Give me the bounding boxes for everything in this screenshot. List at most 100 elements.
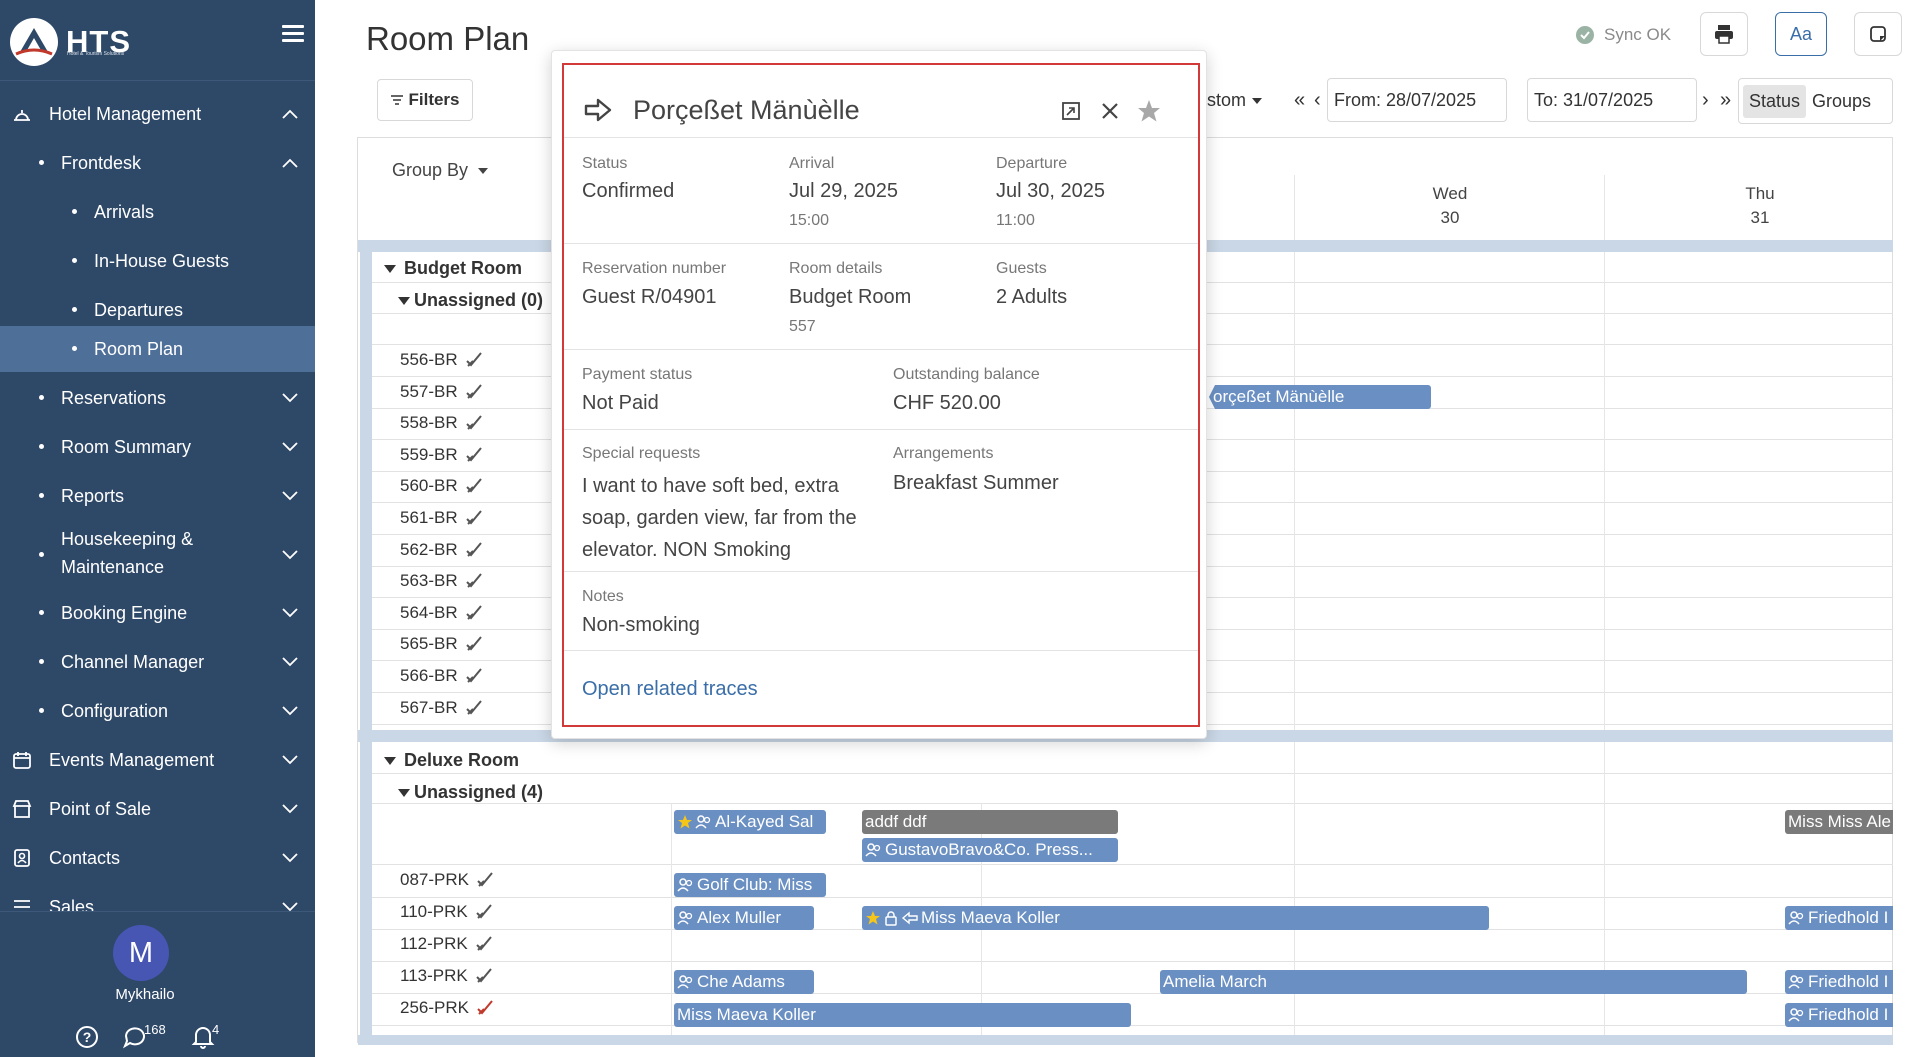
- nav-point-of-sale[interactable]: Point of Sale: [0, 786, 315, 832]
- room-label[interactable]: 560-BR: [400, 471, 484, 501]
- housekeeping-status-icon[interactable]: [464, 571, 484, 591]
- room-label[interactable]: 558-BR: [400, 408, 484, 438]
- category-deluxe-room[interactable]: Deluxe Room: [384, 750, 519, 771]
- housekeeping-status-icon[interactable]: [474, 966, 494, 986]
- status-toggle[interactable]: Status: [1743, 84, 1807, 118]
- open-related-traces-link[interactable]: Open related traces: [582, 678, 758, 700]
- chevron-down-icon[interactable]: [282, 608, 298, 618]
- nav-contacts[interactable]: Contacts: [0, 835, 315, 881]
- room-label[interactable]: 559-BR: [400, 440, 484, 470]
- chevron-up-icon[interactable]: [282, 109, 298, 119]
- category-budget-room[interactable]: Budget Room: [384, 258, 522, 279]
- close-icon[interactable]: [1100, 101, 1120, 121]
- housekeeping-status-icon[interactable]: [475, 870, 495, 890]
- nav-events-management[interactable]: Events Management: [0, 737, 315, 783]
- nav-frontdesk[interactable]: Frontdesk: [0, 140, 315, 186]
- housekeeping-status-icon[interactable]: [464, 508, 484, 528]
- room-label[interactable]: 566-BR: [400, 661, 484, 691]
- room-label[interactable]: 112-PRK: [400, 929, 494, 959]
- housekeeping-status-icon[interactable]: [475, 998, 495, 1018]
- nav-configuration[interactable]: Configuration: [0, 688, 315, 734]
- nav-room-plan[interactable]: Room Plan: [0, 326, 315, 372]
- housekeeping-status-icon[interactable]: [474, 934, 494, 954]
- housekeeping-status-icon[interactable]: [464, 413, 484, 433]
- group-by-select[interactable]: Group By: [392, 160, 489, 181]
- room-label[interactable]: 567-BR: [400, 693, 484, 723]
- nav-arrivals[interactable]: Arrivals: [0, 189, 315, 235]
- to-date-field[interactable]: To: 31/07/2025: [1527, 78, 1697, 122]
- booking-bar[interactable]: Miss Maeva Koller: [862, 906, 1489, 930]
- housekeeping-status-icon[interactable]: [474, 902, 494, 922]
- nav-room-summary[interactable]: Room Summary: [0, 424, 315, 470]
- chevron-down-icon[interactable]: [282, 550, 298, 560]
- booking-bar[interactable]: orçeßet Mänùèlle: [1209, 385, 1431, 409]
- prev-button[interactable]: ‹: [1314, 89, 1321, 111]
- nav-reservations[interactable]: Reservations: [0, 375, 315, 421]
- housekeeping-status-icon[interactable]: [464, 698, 484, 718]
- bell-icon[interactable]: [190, 1024, 216, 1050]
- from-date-field[interactable]: From: 28/07/2025: [1327, 78, 1507, 122]
- next-button[interactable]: ›: [1702, 89, 1709, 111]
- star-icon[interactable]: [1136, 98, 1162, 124]
- housekeeping-status-icon[interactable]: [464, 603, 484, 623]
- first-button[interactable]: «: [1294, 89, 1306, 111]
- housekeeping-status-icon[interactable]: [464, 445, 484, 465]
- chevron-down-icon[interactable]: [282, 902, 298, 911]
- chevron-down-icon[interactable]: [282, 442, 298, 452]
- chevron-up-icon[interactable]: [282, 158, 298, 168]
- print-button[interactable]: [1700, 12, 1748, 56]
- unassigned-deluxe[interactable]: Unassigned (4): [398, 782, 543, 803]
- last-button[interactable]: »: [1720, 89, 1732, 111]
- menu-toggle-icon[interactable]: [282, 25, 304, 43]
- view-select[interactable]: stom: [1207, 90, 1263, 111]
- booking-bar[interactable]: Alex Muller: [674, 906, 814, 930]
- nav-sales[interactable]: Sales: [0, 884, 315, 911]
- chevron-down-icon[interactable]: [282, 657, 298, 667]
- room-label[interactable]: 110-PRK: [400, 897, 494, 927]
- room-label[interactable]: 562-BR: [400, 535, 484, 565]
- sidebar-panel-button[interactable]: [1854, 12, 1902, 56]
- nav-booking-engine[interactable]: Booking Engine: [0, 590, 315, 636]
- booking-bar[interactable]: Miss Miss Ale: [1785, 810, 1893, 834]
- housekeeping-status-icon[interactable]: [464, 350, 484, 370]
- nav-reports[interactable]: Reports: [0, 473, 315, 519]
- housekeeping-status-icon[interactable]: [464, 540, 484, 560]
- booking-bar[interactable]: Friedhold I: [1785, 1003, 1893, 1027]
- nav-in-house-guests[interactable]: In-House Guests: [0, 238, 315, 284]
- booking-bar[interactable]: GustavoBravo&Co. Press...: [862, 838, 1118, 862]
- room-label[interactable]: 556-BR: [400, 345, 484, 375]
- chevron-down-icon[interactable]: [282, 491, 298, 501]
- nav-channel-manager[interactable]: Channel Manager: [0, 639, 315, 685]
- room-label[interactable]: 557-BR: [400, 377, 484, 407]
- room-label[interactable]: 564-BR: [400, 598, 484, 628]
- booking-bar[interactable]: Miss Maeva Koller: [674, 1003, 1131, 1027]
- nav-housekeeping-maintenance[interactable]: Housekeeping & Maintenance: [0, 522, 315, 586]
- room-label[interactable]: 113-PRK: [400, 961, 494, 991]
- room-label[interactable]: 565-BR: [400, 629, 484, 659]
- chat-icon[interactable]: [122, 1024, 148, 1050]
- nav-hotel-management[interactable]: Hotel Management: [0, 91, 315, 137]
- avatar[interactable]: M: [113, 925, 169, 981]
- chevron-down-icon[interactable]: [282, 755, 298, 765]
- booking-bar[interactable]: addf ddf: [862, 810, 1118, 834]
- booking-bar[interactable]: Che Adams: [674, 970, 814, 994]
- booking-bar[interactable]: Friedhold I: [1785, 970, 1893, 994]
- booking-bar[interactable]: Golf Club: Miss: [674, 873, 826, 897]
- room-label[interactable]: 256-PRK: [400, 993, 495, 1023]
- font-size-button[interactable]: Aa: [1775, 12, 1827, 56]
- housekeeping-status-icon[interactable]: [464, 634, 484, 654]
- room-label[interactable]: 087-PRK: [400, 865, 495, 895]
- chevron-down-icon[interactable]: [282, 853, 298, 863]
- chevron-down-icon[interactable]: [282, 706, 298, 716]
- nav-departures[interactable]: Departures: [0, 287, 315, 333]
- housekeeping-status-icon[interactable]: [464, 666, 484, 686]
- room-label[interactable]: 563-BR: [400, 566, 484, 596]
- housekeeping-status-icon[interactable]: [464, 476, 484, 496]
- booking-bar[interactable]: Amelia March: [1160, 970, 1747, 994]
- filters-button[interactable]: Filters: [377, 79, 473, 121]
- groups-toggle[interactable]: Groups: [1812, 90, 1872, 111]
- room-label[interactable]: 561-BR: [400, 503, 484, 533]
- expand-icon[interactable]: [1060, 100, 1082, 122]
- booking-bar[interactable]: Al-Kayed Sal: [674, 810, 826, 834]
- housekeeping-status-icon[interactable]: [464, 382, 484, 402]
